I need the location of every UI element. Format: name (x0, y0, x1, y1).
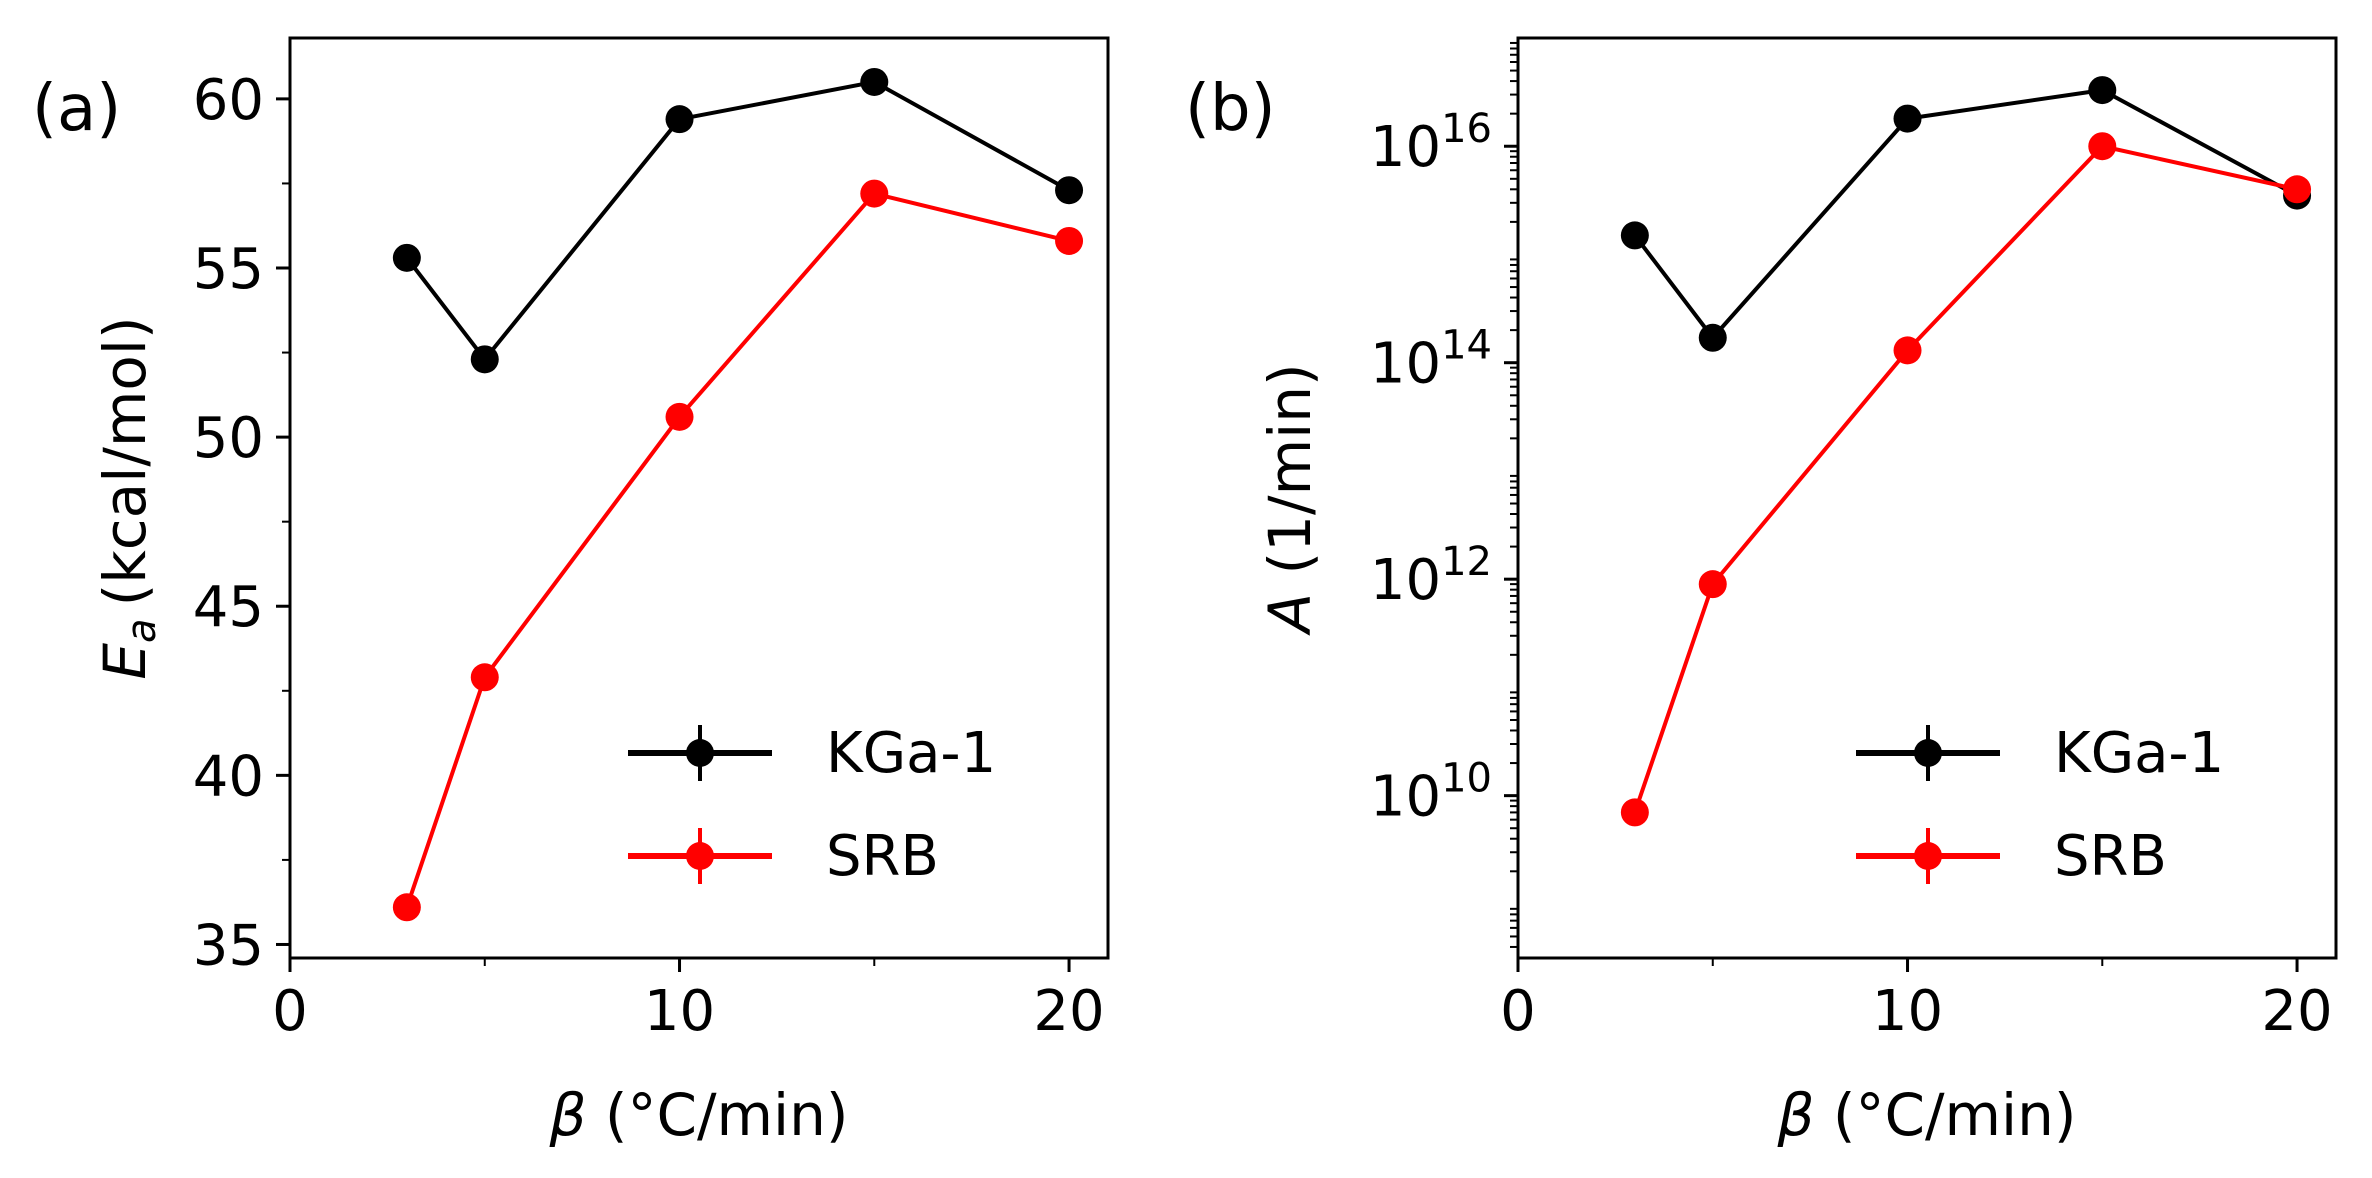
panel-b-frame (1516, 36, 2338, 960)
panel-b-xlabel: β (°C/min) (1776, 1081, 2076, 1149)
panel-a-series (392, 67, 1084, 922)
panel-a-ylabel-unit: (kcal/mol) (91, 316, 159, 606)
ytick-label-a-4: 55 (193, 237, 264, 302)
xtick-label-b-1: 10 (1872, 979, 1943, 1044)
panel-a-ylabel-subscript: a (119, 618, 165, 643)
panel-a-legend-item-kga1: KGa-1 (628, 721, 996, 786)
ytick-label-b-0: 1010 (1370, 756, 1492, 830)
legend-label-srb-a: SRB (826, 824, 939, 889)
data-point-b-srb-3 (1620, 798, 1649, 827)
data-point-b-srb-5 (1698, 570, 1727, 599)
legend-label-srb-b: SRB (2054, 824, 2167, 889)
data-point-a-kga1-10 (665, 105, 694, 134)
legend-label-kga1-a: KGa-1 (826, 721, 996, 786)
data-point-a-srb-10 (665, 402, 694, 431)
legend-label-kga1-b: KGa-1 (2054, 721, 2224, 786)
data-point-b-kga1-15 (2088, 76, 2117, 105)
ytick-label-b-3: 1016 (1370, 106, 1492, 180)
panel-b-xlabel-symbol: β (1776, 1081, 1814, 1149)
data-point-a-srb-15 (860, 179, 889, 208)
panel-a-xlabel-unit: (°C/min) (605, 1081, 849, 1149)
xtick-label-b-2: 20 (2261, 979, 2332, 1044)
panel-b-ylabel: A (1/min) (1256, 363, 1324, 636)
series-line-a-kga1 (405, 79, 1071, 362)
legend-marker-kga1-a (686, 739, 714, 767)
panel-a-xlabel: β (°C/min) (548, 1081, 848, 1149)
panel-b-label: (b) (1185, 72, 1276, 146)
panel-a-minor-ticks (282, 182, 876, 966)
data-point-b-srb-10 (1893, 336, 1922, 365)
panel-a-ticks: 0 10 20 35 40 45 50 55 60 (193, 68, 1105, 1044)
panel-a-ylabel: Ea (kcal/mol) (91, 316, 165, 679)
ytick-label-a-5: 60 (193, 68, 264, 133)
panel-b-minor-ticks (1510, 41, 2104, 966)
ytick-label-b-1: 1012 (1370, 539, 1492, 613)
xtick-label-a-1: 10 (644, 979, 715, 1044)
panel-a-xlabel-symbol: β (548, 1081, 586, 1149)
data-point-b-srb-15 (2088, 132, 2117, 161)
panel-b-legend-item-srb: SRB (1856, 824, 2167, 889)
data-point-a-srb-3 (392, 893, 421, 922)
panel-b-xlabel-unit: (°C/min) (1833, 1081, 2077, 1149)
data-point-a-kga1-3 (392, 243, 421, 272)
panel-b-legend: KGa-1 SRB (1856, 721, 2224, 889)
legend-marker-srb-a (686, 842, 714, 870)
ytick-label-a-2: 45 (193, 575, 264, 640)
panel-b-ylabel-symbol: A (1256, 593, 1324, 637)
panel-a-frame (288, 36, 1110, 960)
data-point-b-kga1-10 (1893, 104, 1922, 133)
legend-marker-srb-b (1914, 842, 1942, 870)
series-line-b-kga1 (1633, 88, 2298, 340)
ytick-label-a-1: 40 (193, 744, 264, 809)
panel-a: (a) 0 10 20 35 40 45 50 55 60 β (°C/min) Ea (kcal… (32, 36, 1110, 1149)
ytick-label-a-0: 35 (193, 913, 264, 978)
xtick-label-b-0: 0 (1500, 979, 1536, 1044)
panel-a-label: (a) (32, 72, 121, 146)
series-line-a-srb (404, 191, 1070, 908)
data-point-a-kga1-5 (470, 345, 499, 374)
data-point-b-kga1-5 (1698, 323, 1727, 352)
data-point-b-srb-20 (2283, 175, 2312, 204)
series-line-b-srb (1632, 144, 2298, 814)
panel-b-ylabel-unit: (1/min) (1256, 363, 1324, 574)
xtick-label-a-2: 20 (1033, 979, 1104, 1044)
panel-a-ylabel-symbol: E (91, 643, 159, 680)
panel-a-legend-item-srb: SRB (628, 824, 939, 889)
data-point-b-kga1-3 (1620, 221, 1649, 250)
xtick-label-a-0: 0 (272, 979, 308, 1044)
ytick-label-a-3: 50 (193, 406, 264, 471)
legend-marker-kga1-b (1914, 739, 1942, 767)
panel-b-legend-item-kga1: KGa-1 (1856, 721, 2224, 786)
panel-a-legend: KGa-1 SRB (628, 721, 996, 889)
ytick-label-b-2: 1014 (1370, 323, 1492, 397)
data-point-a-kga1-15 (860, 67, 889, 96)
panel-b-ticks: 0 10 20 1010 1012 1014 1016 (1370, 106, 2333, 1044)
panel-b: (b) 0 10 20 1010 1012 1014 1016 β (°C/min) A (… (1185, 36, 2338, 1149)
panel-b-series (1620, 76, 2312, 827)
data-point-a-srb-20 (1055, 226, 1084, 255)
data-point-a-kga1-20 (1055, 176, 1084, 205)
data-point-a-srb-5 (470, 663, 499, 692)
